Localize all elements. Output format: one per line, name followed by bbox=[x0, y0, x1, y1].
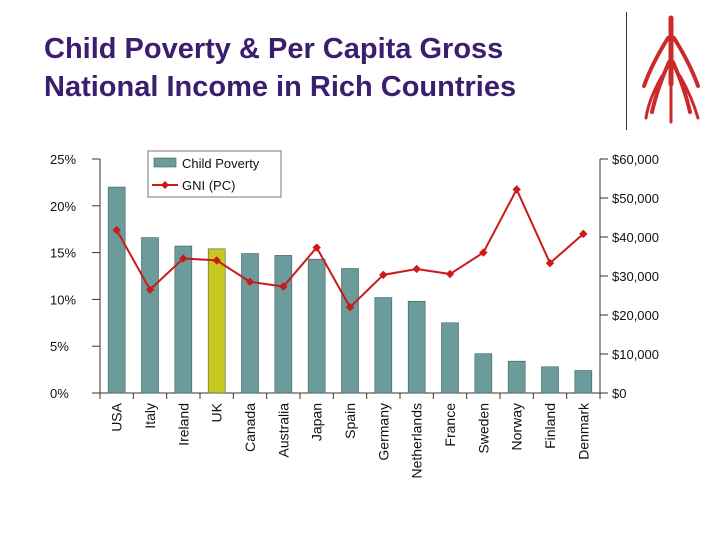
category-label: Japan bbox=[309, 403, 325, 441]
gni-point-france bbox=[445, 269, 455, 279]
category-label: Canada bbox=[242, 403, 258, 452]
gni-point-spain bbox=[345, 303, 355, 312]
left-tick-label: 20% bbox=[50, 199, 76, 214]
bar-australia bbox=[274, 255, 293, 394]
red-stylized-tree-logo-icon bbox=[642, 15, 700, 124]
category-label: Sweden bbox=[475, 403, 491, 454]
category-label: Italy bbox=[142, 403, 158, 429]
slide-title: Child Poverty & Per Capita Gross Nationa… bbox=[44, 30, 624, 106]
category-label: Germany bbox=[375, 403, 391, 461]
bar-italy bbox=[141, 237, 159, 394]
left-tick-label: 15% bbox=[50, 246, 76, 261]
category-label: Denmark bbox=[575, 402, 591, 460]
gni-point-germany bbox=[379, 270, 388, 280]
bar-denmark bbox=[574, 370, 593, 394]
category-label: Netherlands bbox=[409, 403, 425, 479]
legend-line-marker bbox=[161, 181, 169, 189]
right-tick-label: $40,000 bbox=[612, 230, 659, 245]
category-label: Ireland bbox=[175, 403, 191, 446]
gni-point-italy bbox=[145, 285, 155, 294]
bar-finland bbox=[541, 366, 559, 394]
left-tick-label: 25% bbox=[50, 152, 76, 167]
category-label: UK bbox=[209, 402, 225, 422]
right-tick-label: $60,000 bbox=[612, 152, 659, 167]
gni-point-finland bbox=[545, 258, 555, 268]
gni-point-usa bbox=[112, 225, 121, 235]
category-label: Norway bbox=[509, 403, 525, 450]
right-tick-label: $50,000 bbox=[612, 191, 659, 206]
category-label: USA bbox=[109, 402, 125, 431]
category-label: France bbox=[442, 403, 458, 447]
bar-france bbox=[441, 322, 459, 394]
gni-point-canada bbox=[245, 277, 255, 287]
gni-point-ireland bbox=[179, 254, 188, 263]
bar-canada bbox=[241, 253, 259, 394]
right-tick-label: $10,000 bbox=[612, 347, 659, 362]
slide-title-line-1: Child Poverty & Per Capita Gross bbox=[44, 33, 504, 65]
bar-japan bbox=[307, 258, 326, 394]
left-tick-label: 5% bbox=[50, 339, 69, 354]
bar-sweden bbox=[474, 353, 493, 394]
gni-point-australia bbox=[279, 282, 288, 291]
category-label: Spain bbox=[342, 403, 358, 439]
slide-title-line-2: National Income in Rich Countries bbox=[44, 71, 517, 103]
gni-point-sweden bbox=[479, 248, 488, 257]
legend-child-poverty-label: Child Poverty bbox=[182, 156, 260, 171]
left-tick-label: 0% bbox=[50, 386, 69, 401]
right-tick-label: $30,000 bbox=[612, 269, 659, 284]
category-label: Finland bbox=[542, 403, 558, 449]
title-divider bbox=[626, 12, 627, 130]
legend-bar-swatch bbox=[153, 157, 177, 168]
left-tick-label: 10% bbox=[50, 292, 76, 307]
gni-point-japan bbox=[312, 243, 321, 252]
gni-point-norway bbox=[512, 185, 521, 194]
bar-uk bbox=[207, 248, 226, 394]
bar-netherlands bbox=[407, 300, 426, 394]
right-tick-label: $0 bbox=[612, 386, 626, 401]
category-label: Australia bbox=[275, 403, 291, 458]
bar-spain bbox=[341, 268, 359, 394]
bar-ireland bbox=[174, 245, 193, 394]
gni-point-netherlands bbox=[412, 264, 421, 274]
bar-usa bbox=[107, 186, 126, 394]
bar-germany bbox=[374, 297, 393, 394]
bar-norway bbox=[507, 360, 526, 394]
right-tick-label: $20,000 bbox=[612, 308, 659, 323]
gni-point-uk bbox=[212, 256, 221, 265]
legend-gni-label: GNI (PC) bbox=[182, 178, 235, 193]
gni-point-denmark bbox=[579, 229, 588, 239]
